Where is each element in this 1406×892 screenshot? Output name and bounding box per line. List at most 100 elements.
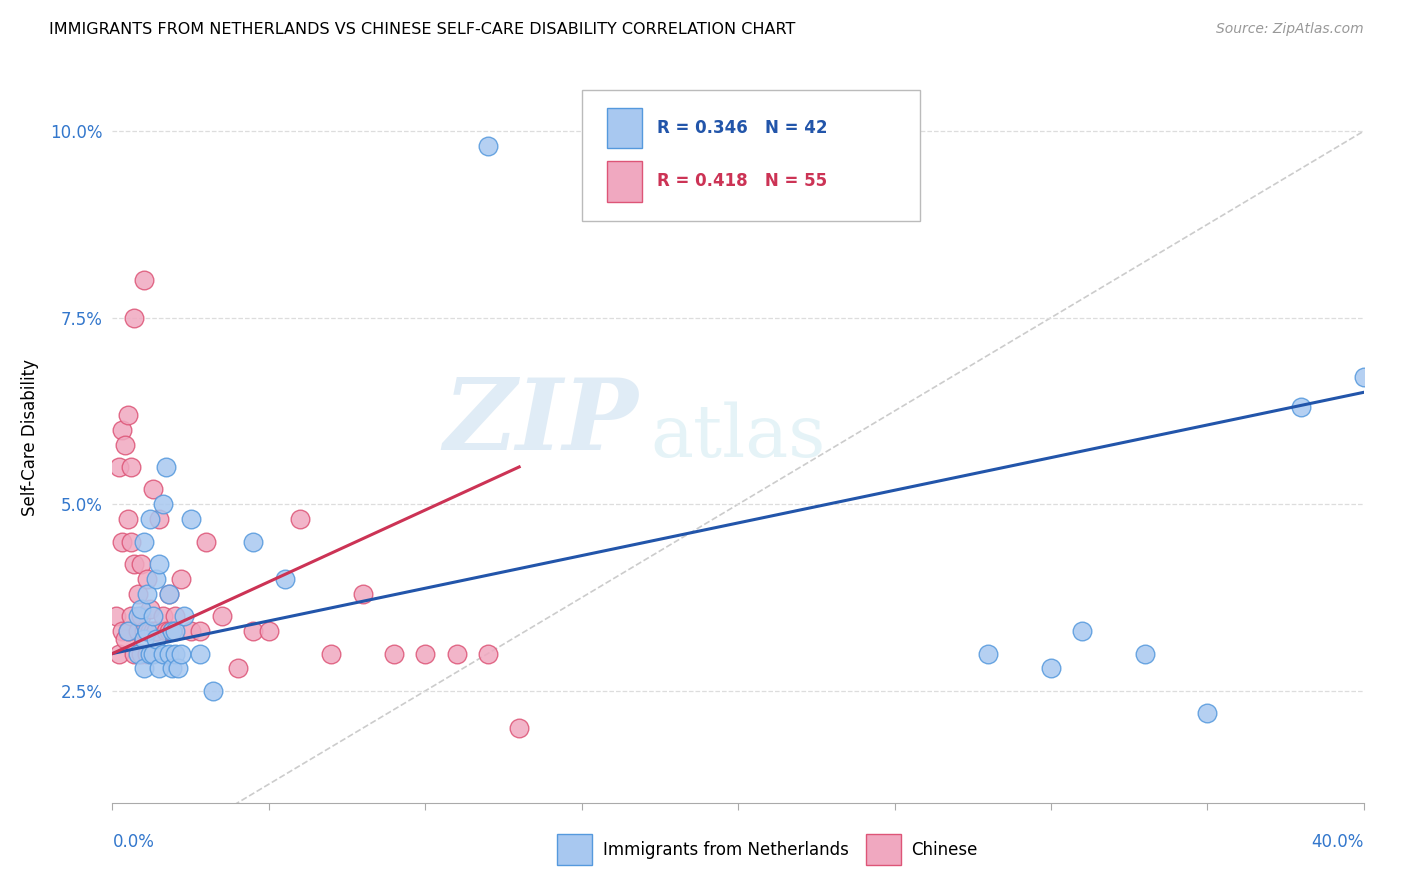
Point: [273, 572, 295, 586]
Point: [145, 624, 167, 639]
Point: [157, 587, 180, 601]
Point: [111, 624, 134, 639]
Point: [257, 624, 280, 639]
Point: [127, 647, 149, 661]
Point: [188, 647, 211, 661]
Text: IMMIGRANTS FROM NETHERLANDS VS CHINESE SELF-CARE DISABILITY CORRELATION CHART: IMMIGRANTS FROM NETHERLANDS VS CHINESE S…: [49, 22, 796, 37]
Bar: [607, 108, 641, 148]
Text: 40.0%: 40.0%: [1312, 833, 1364, 851]
Point: [148, 661, 170, 675]
Point: [195, 534, 218, 549]
Point: [157, 647, 180, 661]
Point: [446, 647, 468, 661]
Point: [1291, 401, 1313, 415]
Point: [477, 139, 499, 153]
Point: [142, 609, 165, 624]
Bar: [557, 834, 592, 865]
Point: [129, 557, 152, 571]
Point: [160, 661, 183, 675]
Point: [290, 512, 312, 526]
Point: [139, 512, 162, 526]
Point: [148, 557, 170, 571]
Point: [163, 609, 186, 624]
Point: [132, 661, 155, 675]
Point: [129, 609, 152, 624]
Bar: [607, 161, 641, 202]
Point: [145, 572, 167, 586]
Point: [321, 647, 343, 661]
Point: [1353, 370, 1375, 384]
Text: Chinese: Chinese: [911, 840, 977, 859]
Point: [167, 661, 190, 675]
Point: [129, 601, 152, 615]
Point: [142, 483, 165, 497]
Point: [977, 647, 1000, 661]
Text: R = 0.346   N = 42: R = 0.346 N = 42: [657, 119, 827, 136]
Point: [117, 408, 139, 422]
Point: [152, 647, 174, 661]
Point: [117, 624, 139, 639]
Point: [117, 512, 139, 526]
Point: [1039, 661, 1063, 675]
Point: [142, 647, 165, 661]
Point: [145, 632, 167, 646]
Point: [127, 624, 149, 639]
Point: [132, 632, 155, 646]
Point: [117, 624, 139, 639]
Point: [1133, 647, 1156, 661]
Point: [1071, 624, 1094, 639]
Point: [107, 459, 129, 474]
Point: [382, 647, 405, 661]
Point: [173, 609, 195, 624]
Point: [127, 609, 149, 624]
Point: [148, 512, 170, 526]
Text: atlas: atlas: [651, 401, 825, 473]
Point: [129, 647, 152, 661]
Point: [135, 587, 157, 601]
Point: [139, 624, 162, 639]
Point: [155, 459, 177, 474]
Point: [180, 624, 202, 639]
Point: [163, 647, 186, 661]
Point: [142, 624, 165, 639]
Point: [180, 512, 202, 526]
Point: [120, 534, 142, 549]
Point: [242, 534, 264, 549]
Point: [415, 647, 437, 661]
Point: [352, 587, 374, 601]
Point: [160, 624, 183, 639]
Point: [135, 624, 157, 639]
Point: [124, 647, 146, 661]
Text: Source: ZipAtlas.com: Source: ZipAtlas.com: [1216, 22, 1364, 37]
Point: [107, 647, 129, 661]
Bar: [866, 834, 901, 865]
Point: [135, 647, 157, 661]
Point: [242, 624, 264, 639]
Point: [170, 572, 193, 586]
Point: [157, 624, 180, 639]
Point: [139, 601, 162, 615]
Point: [157, 587, 180, 601]
Point: [111, 423, 134, 437]
Point: [155, 624, 177, 639]
Y-axis label: Self-Care Disability: Self-Care Disability: [21, 359, 39, 516]
Text: R = 0.418   N = 55: R = 0.418 N = 55: [657, 172, 827, 190]
Point: [152, 609, 174, 624]
FancyBboxPatch shape: [582, 90, 920, 221]
Point: [211, 609, 233, 624]
Point: [201, 683, 224, 698]
Point: [139, 647, 162, 661]
Point: [124, 310, 146, 325]
Point: [135, 572, 157, 586]
Point: [120, 459, 142, 474]
Text: 0.0%: 0.0%: [112, 833, 155, 851]
Point: [114, 437, 136, 451]
Point: [120, 609, 142, 624]
Point: [163, 624, 186, 639]
Point: [508, 721, 530, 735]
Point: [124, 557, 146, 571]
Point: [132, 624, 155, 639]
Point: [127, 587, 149, 601]
Point: [188, 624, 211, 639]
Point: [170, 647, 193, 661]
